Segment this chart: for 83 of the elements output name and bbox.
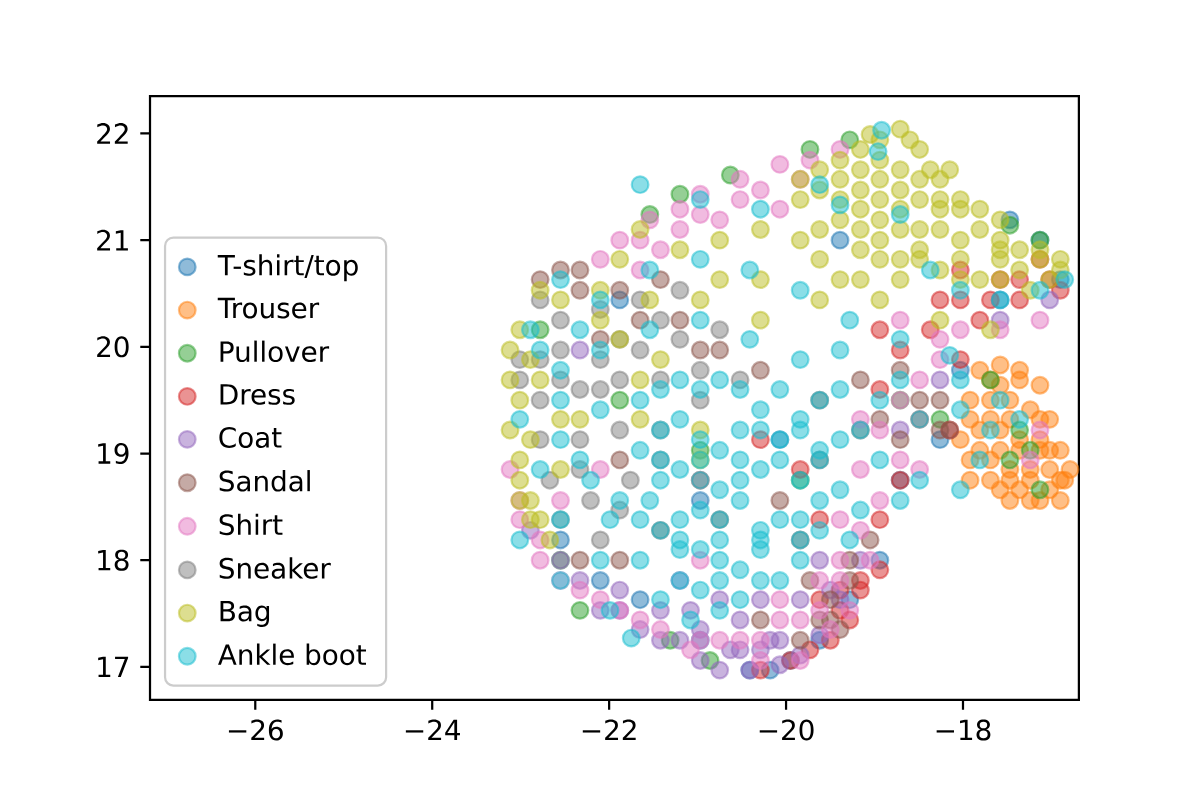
- point: [570, 430, 590, 450]
- point: [980, 470, 1000, 490]
- point: [830, 230, 850, 250]
- legend-label: Trouser: [217, 297, 320, 319]
- point: [551, 310, 570, 330]
- point: [1010, 370, 1030, 390]
- point: [870, 320, 890, 340]
- point: [570, 340, 590, 360]
- point: [670, 310, 690, 330]
- point: [710, 320, 730, 340]
- point: [810, 550, 830, 570]
- y-tick-label: 19: [98, 442, 129, 465]
- point: [870, 510, 890, 530]
- point: [670, 280, 690, 300]
- point: [610, 390, 630, 410]
- point: [1040, 460, 1060, 479]
- legend-label: T-shirt/top: [217, 254, 358, 282]
- legend-label: Pullover: [220, 340, 330, 363]
- point: [790, 590, 810, 610]
- point: [1040, 440, 1060, 460]
- x-tick-label: −18: [936, 719, 991, 741]
- point: [570, 380, 590, 399]
- x-tick-label: −24: [405, 719, 460, 741]
- point: [630, 590, 650, 610]
- legend-label: Dress: [220, 384, 295, 405]
- point: [610, 370, 630, 390]
- point: [750, 360, 770, 380]
- x-tick-label: −26: [228, 719, 283, 741]
- legend-label: Ankle boot: [218, 643, 367, 666]
- point: [690, 340, 710, 360]
- point: [790, 630, 810, 650]
- point: [581, 491, 600, 510]
- point: [750, 590, 770, 610]
- point: [770, 491, 790, 510]
- point: [990, 355, 1010, 375]
- point: [530, 390, 550, 410]
- point: [1000, 491, 1020, 510]
- point: [610, 450, 630, 470]
- point: [590, 380, 610, 399]
- point: [551, 340, 570, 360]
- point: [710, 660, 730, 680]
- y-tick-label: 22: [97, 123, 128, 144]
- legend-label: Bag: [220, 600, 270, 627]
- y-tick-label: 17: [98, 656, 129, 678]
- x-tick-label: −22: [582, 719, 636, 741]
- point: [1030, 375, 1050, 395]
- point: [1050, 470, 1070, 490]
- point: [630, 340, 650, 360]
- point: [610, 580, 630, 600]
- y-tick-label: 21: [97, 229, 128, 251]
- point: [670, 329, 690, 349]
- point: [930, 420, 950, 440]
- point: [570, 550, 590, 570]
- point: [570, 280, 590, 300]
- point: [910, 390, 930, 410]
- y-tick-label: 20: [97, 336, 129, 358]
- point: [610, 550, 630, 570]
- point: [590, 530, 610, 550]
- point: [1030, 480, 1050, 500]
- point: [930, 370, 950, 390]
- point: [930, 290, 950, 310]
- point: [930, 390, 950, 410]
- legend-label: Sandal: [219, 470, 310, 492]
- point: [690, 360, 710, 380]
- point: [570, 260, 590, 280]
- point: [590, 571, 610, 590]
- legend-label: Sneaker: [219, 557, 331, 579]
- point: [750, 610, 770, 630]
- point: [730, 610, 750, 630]
- point: [890, 430, 910, 450]
- point: [850, 370, 870, 390]
- point: [770, 655, 790, 675]
- point: [610, 280, 630, 300]
- legend-label: Coat: [219, 426, 282, 448]
- point: [620, 470, 640, 490]
- x-tick-label: −20: [759, 719, 814, 741]
- point: [1000, 470, 1020, 490]
- point: [1000, 450, 1020, 470]
- legend-label: Shirt: [219, 513, 283, 536]
- point: [610, 420, 630, 440]
- point: [710, 340, 730, 360]
- point: [570, 600, 590, 620]
- y-tick-label: 18: [98, 549, 129, 571]
